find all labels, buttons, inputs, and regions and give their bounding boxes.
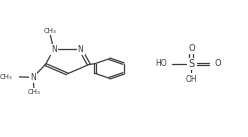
Text: N: N [51, 45, 57, 54]
Text: HO: HO [155, 59, 167, 68]
Text: O: O [214, 59, 221, 68]
Text: OH: OH [186, 75, 197, 84]
Text: N: N [30, 73, 36, 82]
Text: O: O [188, 44, 195, 53]
Text: CH₃: CH₃ [28, 89, 40, 95]
Text: N: N [78, 45, 83, 54]
Text: S: S [188, 59, 194, 69]
Text: CH₃: CH₃ [0, 74, 12, 80]
Text: CH₃: CH₃ [44, 28, 57, 34]
